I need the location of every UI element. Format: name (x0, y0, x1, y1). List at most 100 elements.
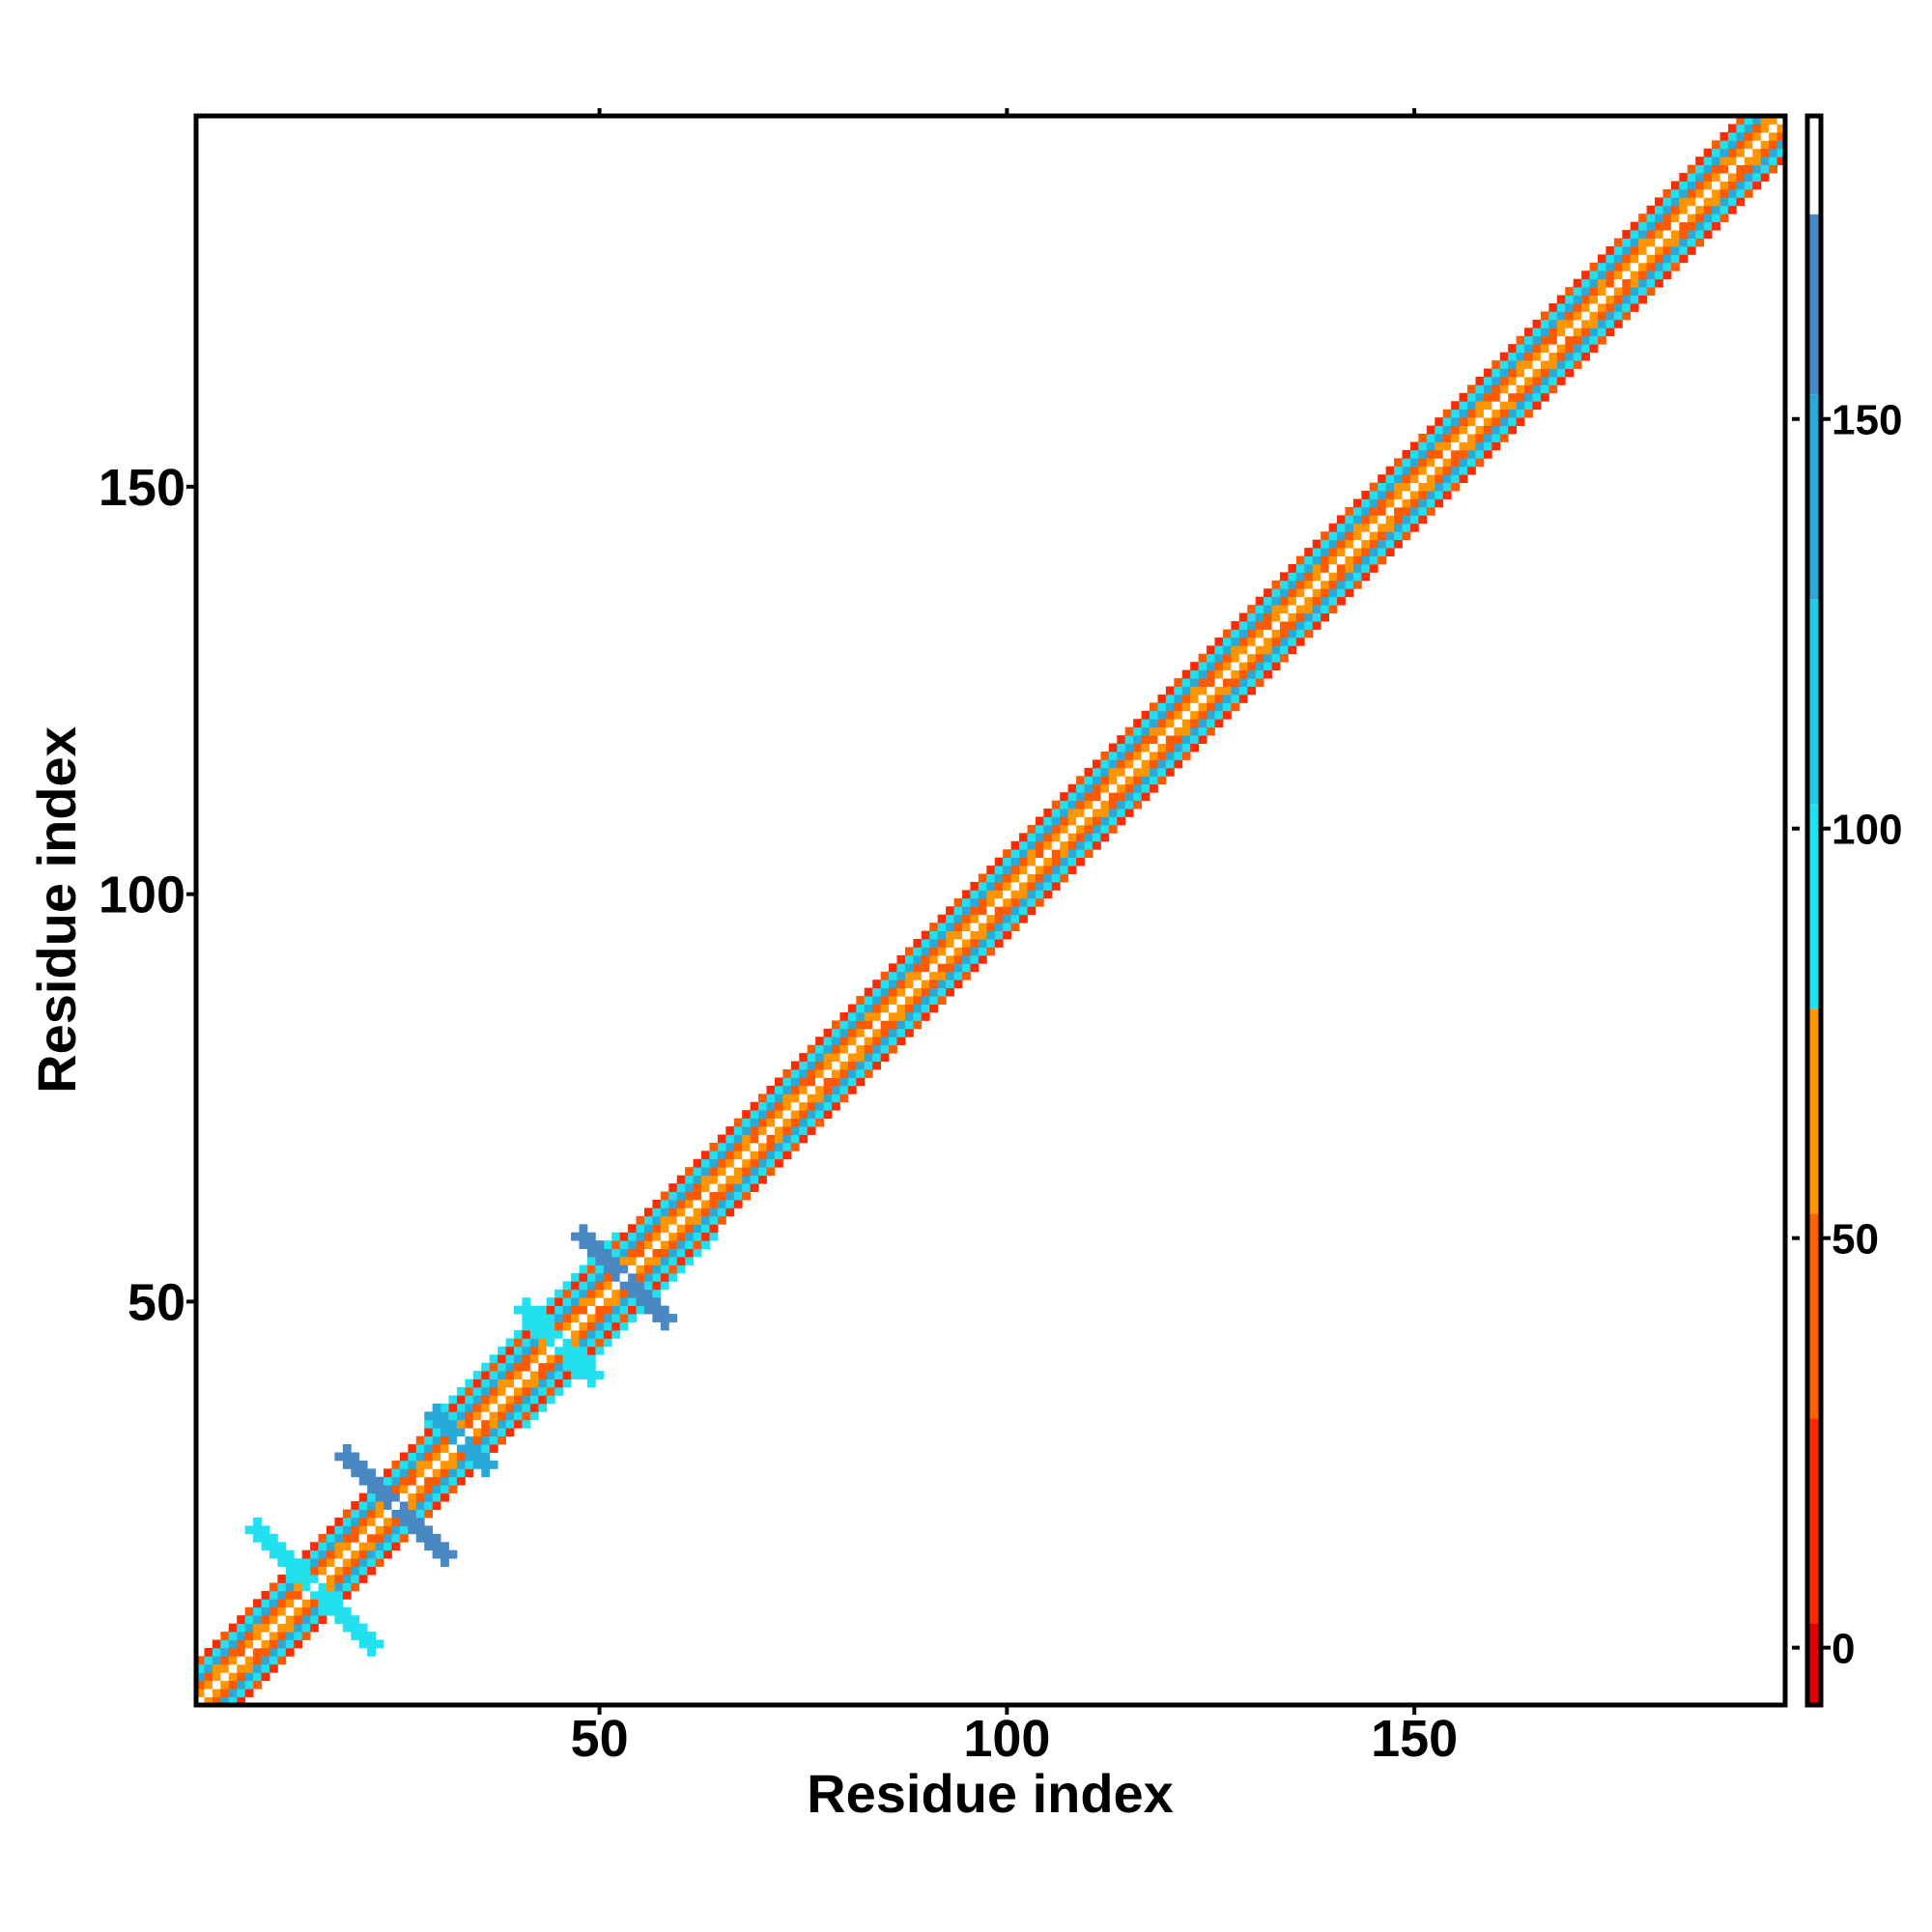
heatmap-cell (1459, 458, 1468, 468)
heatmap-cell (538, 1362, 548, 1372)
heatmap-cell (1271, 588, 1281, 598)
heatmap-cell (1271, 612, 1281, 622)
heatmap-cell (228, 1632, 238, 1640)
heatmap-cell (440, 1542, 449, 1551)
heatmap-cell (481, 1371, 491, 1379)
heatmap-cell (1442, 449, 1452, 459)
heatmap-cell (253, 1656, 262, 1665)
y-axis-title: Residue index (26, 726, 87, 1094)
heatmap-cell (636, 1232, 645, 1241)
heatmap-cell (448, 1435, 458, 1445)
heatmap-cell (1679, 238, 1689, 247)
heatmap-cell (375, 1492, 384, 1502)
heatmap-cell (1442, 466, 1452, 475)
heatmap-cell (1679, 245, 1689, 255)
heatmap-cell (1499, 417, 1509, 426)
heatmap-cell (1264, 596, 1272, 606)
heatmap-cell (643, 1257, 653, 1265)
heatmap-cell (1581, 319, 1590, 328)
heatmap-cell (196, 1689, 205, 1697)
heatmap-cell (318, 1590, 327, 1600)
heatmap-cell (847, 1069, 857, 1078)
heatmap-cell (1174, 702, 1183, 712)
heatmap-cell (1719, 213, 1729, 223)
heatmap-cell (1548, 319, 1558, 328)
heatmap-cell (1532, 360, 1542, 369)
heatmap-cell (1532, 384, 1542, 394)
heatmap-cell (807, 1126, 816, 1135)
heatmap-cell (1744, 124, 1753, 133)
heatmap-cell (1076, 816, 1085, 826)
heatmap-cell (921, 963, 930, 973)
heatmap-cell (880, 1037, 890, 1046)
heatmap-cell (1190, 743, 1200, 753)
heatmap-cell (1622, 270, 1632, 280)
heatmap-cell (1264, 645, 1272, 655)
heatmap-cell (579, 1305, 588, 1315)
heatmap-cell (1157, 710, 1167, 720)
heatmap-cell (351, 1452, 360, 1462)
heatmap-cell (269, 1606, 278, 1616)
heatmap-cell (1117, 767, 1126, 777)
heatmap-cell (1752, 156, 1762, 166)
heatmap-cell (937, 930, 947, 940)
heatmap-cell (1247, 653, 1257, 663)
heatmap-cell (1581, 287, 1590, 296)
heatmap-cell (285, 1549, 295, 1559)
heatmap-cell (424, 1468, 434, 1478)
heatmap-cell (391, 1485, 401, 1494)
heatmap-cell (1540, 352, 1549, 361)
heatmap-cell (358, 1476, 368, 1486)
heatmap-cell (1337, 596, 1346, 606)
heatmap-cell (978, 897, 987, 907)
heatmap-cell (953, 914, 963, 923)
heatmap-cell (1655, 213, 1663, 223)
heatmap-cell (351, 1533, 360, 1543)
heatmap-cell (1100, 767, 1110, 777)
heatmap-cell (864, 1004, 873, 1013)
heatmap-cell (277, 1558, 287, 1567)
heatmap-cell (1051, 873, 1061, 883)
heatmap-cell (872, 1061, 882, 1070)
heatmap-cell (196, 1663, 205, 1673)
heatmap-cell (953, 980, 963, 989)
heatmap-cell (465, 1387, 474, 1396)
heatmap-cell (220, 1680, 230, 1690)
heatmap-cell (839, 1085, 849, 1094)
heatmap-cell (212, 1663, 221, 1673)
heatmap-cell (1060, 809, 1069, 817)
heatmap-cell (946, 914, 954, 923)
heatmap-cell (1141, 752, 1151, 760)
heatmap-cell (1605, 303, 1615, 312)
heatmap-cell (196, 1680, 205, 1690)
heatmap-cell (586, 1371, 596, 1379)
heatmap-cell (986, 890, 996, 899)
heatmap-cell (1288, 605, 1297, 613)
heatmap-cell (709, 1167, 719, 1177)
heatmap-cell (1288, 645, 1297, 655)
heatmap-cell (1361, 548, 1371, 556)
heatmap-cell (1736, 124, 1746, 133)
heatmap-cell (391, 1468, 401, 1478)
heatmap-cell (1238, 612, 1248, 622)
heatmap-cell (937, 939, 947, 948)
heatmap-cell (399, 1509, 409, 1519)
heatmap-cell (1752, 148, 1762, 157)
heatmap-cell (261, 1606, 270, 1616)
heatmap-cell (1361, 555, 1371, 565)
heatmap-cell (481, 1444, 491, 1453)
heatmap-cell (514, 1411, 523, 1421)
heatmap-cell (1548, 344, 1558, 354)
heatmap-cell (1003, 923, 1011, 931)
heatmap-cell (872, 987, 882, 997)
heatmap-cell (1124, 743, 1134, 753)
heatmap-cell (1150, 710, 1158, 720)
heatmap-cell (1108, 752, 1118, 760)
heatmap-cell (774, 1134, 783, 1144)
heatmap-cell (253, 1606, 262, 1616)
heatmap-cell (562, 1329, 572, 1339)
heatmap-cell (204, 1656, 213, 1665)
heatmap-cell (619, 1289, 629, 1298)
heatmap-cell (668, 1191, 678, 1201)
heatmap-cell (554, 1314, 564, 1322)
